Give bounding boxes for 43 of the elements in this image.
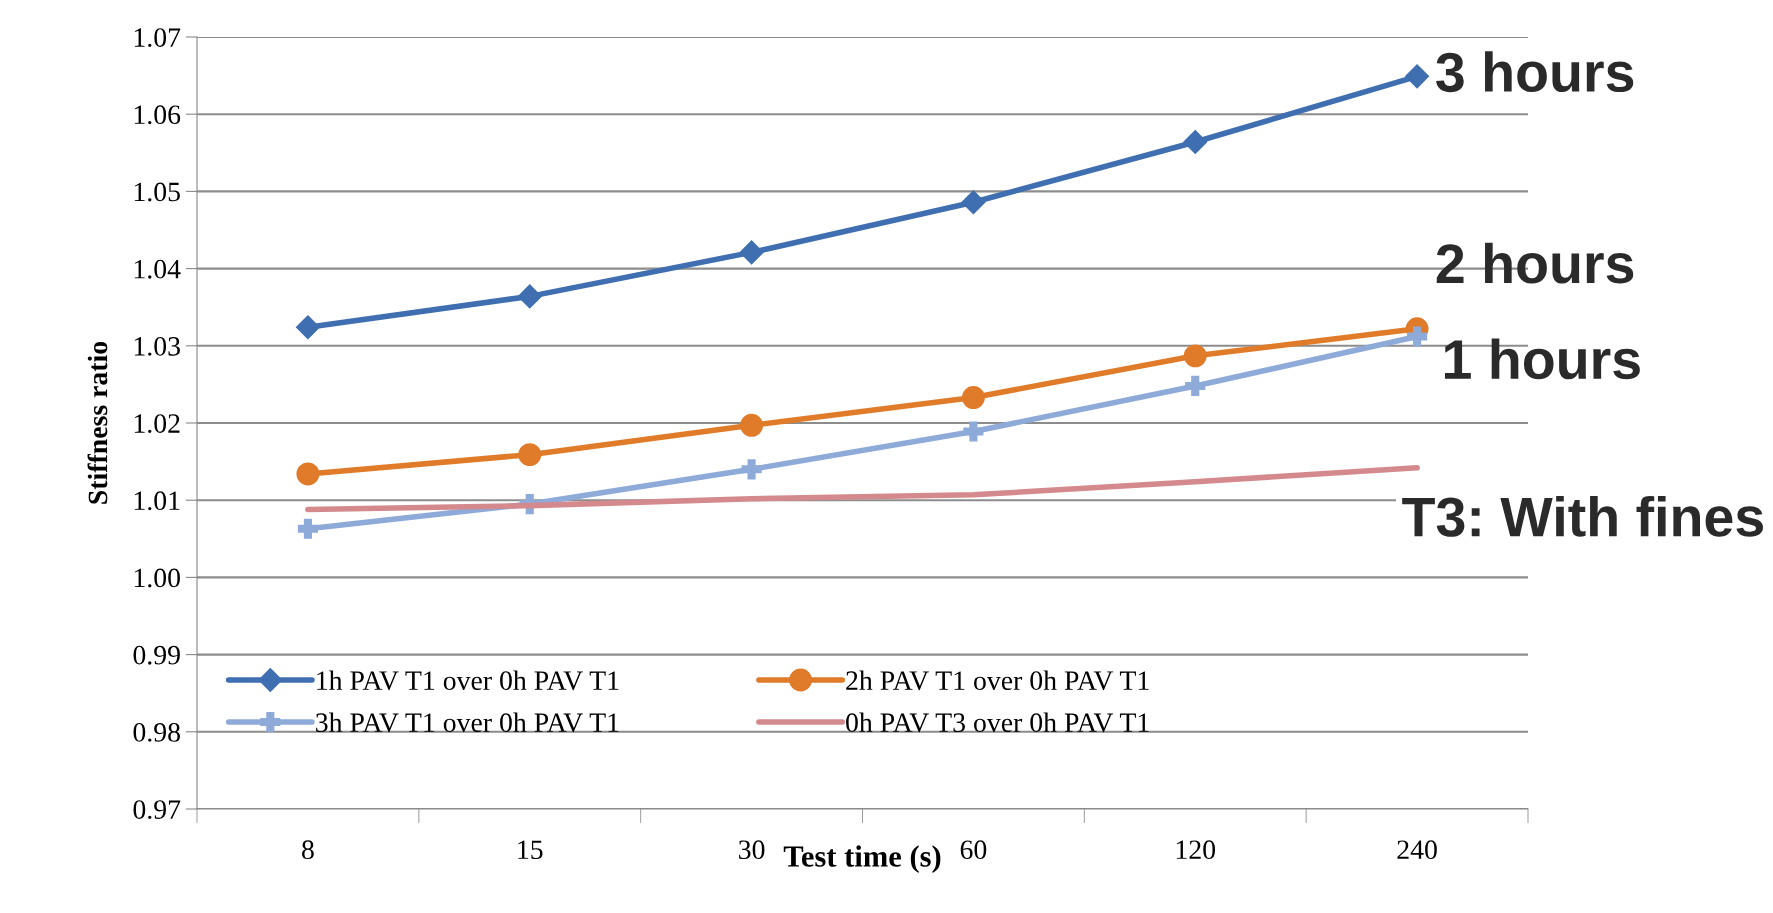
x-tick-label: 60 [960, 840, 987, 860]
legend-label: 2h PAV T1 over 0h PAV T1 [846, 670, 1149, 691]
y-axis-title: Stiffness ratio [87, 341, 108, 504]
legend-label: 1h PAV T1 over 0h PAV T1 [317, 670, 619, 691]
annotation: T3: With fines [1402, 495, 1763, 537]
y-tick-label: 0.97 [133, 800, 181, 820]
point [296, 315, 320, 340]
x-tick-label: 240 [1397, 840, 1437, 860]
x-axis-title: Test time (s) [783, 845, 941, 874]
legend-label: 3h PAV T1 over 0h PAV T1 [316, 712, 619, 733]
point [961, 190, 986, 215]
x-tick-label: 15 [518, 840, 543, 860]
point [517, 284, 542, 309]
point [740, 413, 764, 437]
annotation: 2 hours [1436, 242, 1634, 284]
y-tick-label: 1.01 [134, 491, 180, 511]
point [1185, 375, 1206, 397]
x-tick-label: 30 [739, 840, 765, 860]
point [739, 240, 764, 265]
y-tick-label: 1.06 [134, 105, 181, 125]
point [1183, 344, 1207, 368]
y-tick-label: 0.98 [133, 722, 180, 742]
y-tick-label: 1.03 [134, 336, 180, 356]
point [741, 459, 762, 480]
point [1405, 64, 1429, 89]
point [1183, 130, 1208, 154]
y-tick-label: 1.04 [134, 259, 181, 279]
point [963, 421, 984, 442]
point [297, 518, 318, 539]
y-tick-label: 0.99 [133, 645, 180, 665]
x-tick-label: 120 [1176, 840, 1216, 860]
y-tick-label: 1.05 [134, 182, 180, 202]
point [518, 443, 542, 467]
y-tick-label: 1.02 [134, 414, 180, 434]
x-tick-label: 8 [302, 840, 314, 860]
point [1407, 326, 1428, 347]
point [296, 462, 320, 486]
y-tick-label: 1.07 [134, 28, 181, 48]
point [961, 386, 985, 409]
annotation: 1 hours [1444, 338, 1640, 380]
legend-label: 0h PAV T3 over 0h PAV T1 [846, 712, 1149, 733]
y-tick-label: 1.00 [134, 568, 180, 588]
annotation: 3 hours [1436, 51, 1634, 93]
